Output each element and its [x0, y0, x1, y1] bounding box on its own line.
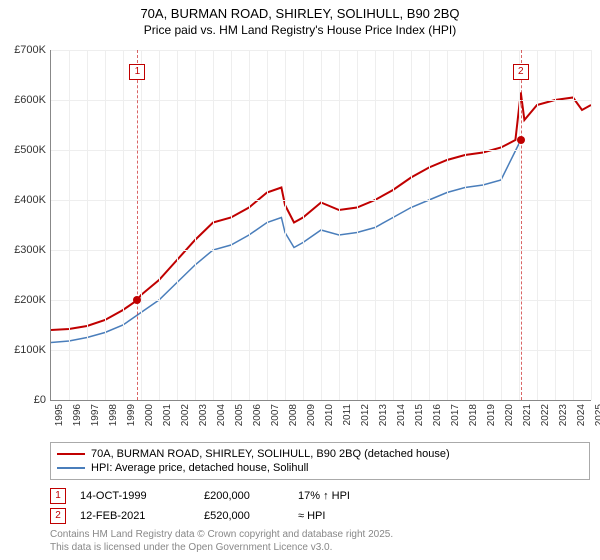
y-axis-label: £0	[4, 394, 46, 406]
y-axis-label: £400K	[4, 194, 46, 206]
x-axis-label: 2008	[288, 404, 299, 426]
events-table: 1 14-OCT-1999 £200,000 17% ↑ HPI 2 12-FEB-202…	[50, 486, 590, 526]
x-axis-label: 2005	[234, 404, 245, 426]
x-axis-label: 2025	[594, 404, 600, 426]
x-axis-label: 1998	[108, 404, 119, 426]
event-hpi-relation: ≈ HPI	[298, 510, 398, 522]
x-axis-label: 1999	[126, 404, 137, 426]
gridline-vertical	[141, 50, 142, 400]
x-axis-label: 2013	[378, 404, 389, 426]
x-axis-label: 2024	[576, 404, 587, 426]
x-axis-label: 2012	[360, 404, 371, 426]
x-axis-label: 2000	[144, 404, 155, 426]
gridline-vertical	[213, 50, 214, 400]
y-axis-label: £500K	[4, 144, 46, 156]
gridline-vertical	[303, 50, 304, 400]
x-axis-label: 2014	[396, 404, 407, 426]
x-axis-label: 2016	[432, 404, 443, 426]
gridline-vertical	[321, 50, 322, 400]
legend-label: HPI: Average price, detached house, Soli…	[91, 462, 309, 474]
x-axis-label: 2004	[216, 404, 227, 426]
legend-box: 70A, BURMAN ROAD, SHIRLEY, SOLIHULL, B90…	[50, 442, 590, 480]
x-axis-label: 2011	[342, 404, 353, 426]
gridline-vertical	[267, 50, 268, 400]
gridline-vertical	[285, 50, 286, 400]
legend-label: 70A, BURMAN ROAD, SHIRLEY, SOLIHULL, B90…	[91, 448, 450, 460]
gridline-vertical	[159, 50, 160, 400]
marker-dot	[517, 136, 525, 144]
x-axis-label: 2015	[414, 404, 425, 426]
x-axis-label: 2020	[504, 404, 515, 426]
marker-dot	[133, 296, 141, 304]
y-axis-label: £700K	[4, 44, 46, 56]
x-axis-label: 2021	[522, 404, 533, 426]
x-axis-label: 2018	[468, 404, 479, 426]
gridline-vertical	[339, 50, 340, 400]
footer-line-2: This data is licensed under the Open Gov…	[50, 541, 590, 554]
footer-attribution: Contains HM Land Registry data © Crown c…	[50, 528, 590, 554]
x-axis-label: 2007	[270, 404, 281, 426]
y-axis-label: £300K	[4, 244, 46, 256]
gridline-vertical	[537, 50, 538, 400]
gridline-vertical	[447, 50, 448, 400]
gridline-vertical	[123, 50, 124, 400]
x-axis-label: 2009	[306, 404, 317, 426]
gridline-vertical	[573, 50, 574, 400]
x-axis-label: 1997	[90, 404, 101, 426]
gridline-vertical	[483, 50, 484, 400]
y-axis-label: £100K	[4, 344, 46, 356]
x-axis-label: 2003	[198, 404, 209, 426]
footer-line-1: Contains HM Land Registry data © Crown c…	[50, 528, 590, 541]
y-axis-label: £600K	[4, 94, 46, 106]
gridline-vertical	[69, 50, 70, 400]
marker-guideline	[521, 50, 522, 400]
event-price: £520,000	[204, 510, 284, 522]
event-row: 2 12-FEB-2021 £520,000 ≈ HPI	[50, 506, 590, 526]
gridline-vertical	[393, 50, 394, 400]
chart-plot-area: 12	[50, 50, 591, 401]
x-axis-label: 2010	[324, 404, 335, 426]
x-axis-label: 2017	[450, 404, 461, 426]
legend-row: HPI: Average price, detached house, Soli…	[57, 461, 583, 475]
legend-swatch	[57, 453, 85, 455]
event-id-box: 2	[50, 508, 66, 524]
marker-label-box: 1	[129, 64, 145, 80]
gridline-vertical	[375, 50, 376, 400]
x-axis-label: 2023	[558, 404, 569, 426]
marker-label-box: 2	[513, 64, 529, 80]
x-axis-label: 1996	[72, 404, 83, 426]
gridline-vertical	[429, 50, 430, 400]
gridline-vertical	[195, 50, 196, 400]
gridline-vertical	[177, 50, 178, 400]
x-axis-label: 2019	[486, 404, 497, 426]
gridline-vertical	[105, 50, 106, 400]
x-axis-label: 2022	[540, 404, 551, 426]
x-axis-label: 2006	[252, 404, 263, 426]
gridline-vertical	[87, 50, 88, 400]
marker-guideline	[137, 50, 138, 400]
chart-container: 70A, BURMAN ROAD, SHIRLEY, SOLIHULL, B90…	[0, 0, 600, 560]
legend-row: 70A, BURMAN ROAD, SHIRLEY, SOLIHULL, B90…	[57, 447, 583, 461]
gridline-vertical	[591, 50, 592, 400]
page-subtitle: Price paid vs. HM Land Registry's House …	[0, 21, 600, 41]
gridline-vertical	[357, 50, 358, 400]
gridline-vertical	[465, 50, 466, 400]
x-axis-label: 1995	[54, 404, 65, 426]
page-title: 70A, BURMAN ROAD, SHIRLEY, SOLIHULL, B90…	[0, 0, 600, 21]
x-axis-label: 2002	[180, 404, 191, 426]
legend-swatch	[57, 467, 85, 469]
gridline-vertical	[555, 50, 556, 400]
gridline-vertical	[231, 50, 232, 400]
event-id-box: 1	[50, 488, 66, 504]
x-axis-label: 2001	[162, 404, 173, 426]
gridline-vertical	[411, 50, 412, 400]
y-axis-label: £200K	[4, 294, 46, 306]
event-row: 1 14-OCT-1999 £200,000 17% ↑ HPI	[50, 486, 590, 506]
gridline-vertical	[501, 50, 502, 400]
event-hpi-relation: 17% ↑ HPI	[298, 490, 398, 502]
event-price: £200,000	[204, 490, 284, 502]
gridline-vertical	[249, 50, 250, 400]
event-date: 12-FEB-2021	[80, 510, 190, 522]
event-date: 14-OCT-1999	[80, 490, 190, 502]
